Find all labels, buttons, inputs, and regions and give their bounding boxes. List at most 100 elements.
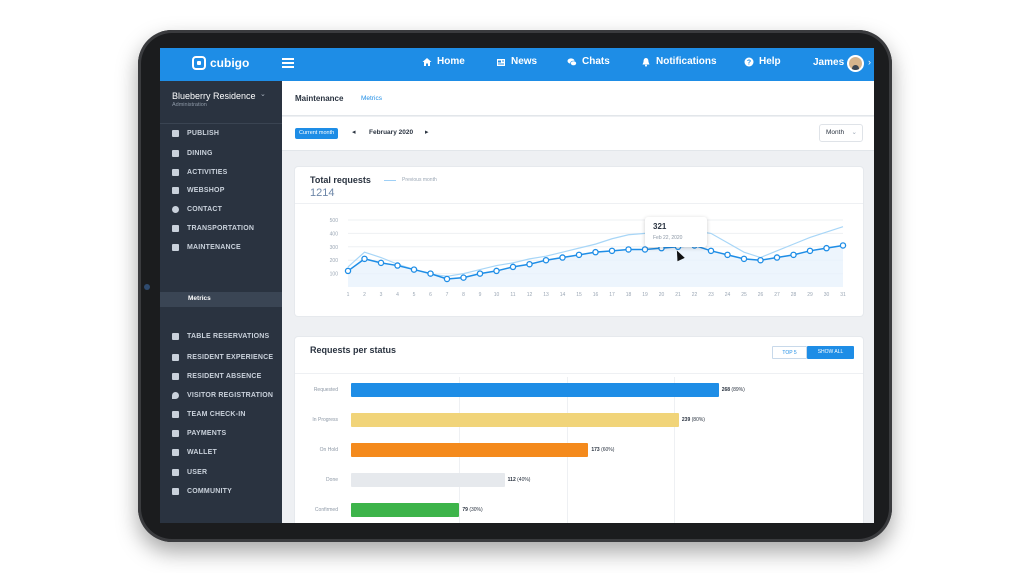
cubigo-logo-icon xyxy=(192,56,206,70)
x-tick-label: 3 xyxy=(380,292,383,298)
sidebar-item-contact[interactable]: CONTACT xyxy=(172,202,222,216)
brand-name: cubigo xyxy=(210,56,250,70)
sidebar-item-webshop[interactable]: WEBSHOP xyxy=(172,183,225,197)
x-tick-label: 29 xyxy=(807,292,813,298)
date-filter-bar: Current month ◂ February 2020 ▸ Month ⌄ xyxy=(282,117,874,151)
sidebar-item-transportation[interactable]: TRANSPORTATION xyxy=(172,221,254,235)
sidebar-item-community[interactable]: COMMUNITY xyxy=(172,484,232,498)
x-tick-label: 1 xyxy=(347,292,350,298)
x-tick-label: 23 xyxy=(708,292,714,298)
total-requests-card: Total requests 1214 Previous month 100 20… xyxy=(295,167,863,316)
sidebar-item-team-check-in[interactable]: TEAM CHECK-IN xyxy=(172,407,246,421)
bar-value-label: 79 (30%) xyxy=(462,507,483,513)
user-name[interactable]: James xyxy=(813,57,845,68)
card-divider xyxy=(295,203,863,204)
sidebar-subitem-metrics[interactable]: Metrics xyxy=(160,292,282,307)
user-icon xyxy=(172,468,179,476)
x-tick-label: 12 xyxy=(527,292,533,298)
sidebar-item-activities[interactable]: ACTIVITIES xyxy=(172,165,228,179)
sidebar-item-resident-experience[interactable]: RESIDENT EXPERIENCE xyxy=(172,350,273,364)
brand-logo[interactable]: cubigo xyxy=(192,56,249,70)
org-name: Blueberry Residence xyxy=(172,91,256,101)
chevron-right-icon[interactable]: ▸ xyxy=(425,129,429,136)
period-select-value: Month xyxy=(826,129,845,136)
page-title[interactable]: Maintenance xyxy=(295,94,344,103)
data-point xyxy=(592,248,599,256)
avatar[interactable] xyxy=(847,55,864,72)
y-tick-label: 200 xyxy=(330,258,339,264)
status-bar[interactable] xyxy=(351,383,719,397)
sidebar-item-payments[interactable]: PAYMENTS xyxy=(172,426,226,440)
bar-value-label: 112 (40%) xyxy=(507,477,531,483)
app-screen: cubigo Home News Chats Notifications ? H… xyxy=(160,48,874,523)
show-all-toggle[interactable]: SHOW ALL xyxy=(807,346,854,359)
car-icon xyxy=(172,224,179,232)
status-bar[interactable] xyxy=(351,473,505,487)
bell-icon xyxy=(642,57,650,67)
top5-toggle[interactable]: TOP 5 xyxy=(772,346,807,359)
sidebar-item-label: PAYMENTS xyxy=(187,429,227,437)
sidebar-item-dining[interactable]: DINING xyxy=(172,146,213,160)
x-tick-label: 21 xyxy=(675,292,681,298)
nav-notifications-label: Notifications xyxy=(656,56,717,67)
nav-news[interactable]: News xyxy=(496,56,537,67)
nav-home[interactable]: Home xyxy=(422,56,465,67)
home-icon xyxy=(422,57,432,66)
sidebar-item-user[interactable]: USER xyxy=(172,465,207,479)
nav-help[interactable]: ? Help xyxy=(744,56,781,67)
tools-icon xyxy=(172,243,179,251)
data-point xyxy=(361,255,368,263)
x-tick-label: 2 xyxy=(363,292,366,298)
team-icon xyxy=(172,410,179,418)
x-tick-label: 28 xyxy=(791,292,797,298)
data-point xyxy=(724,251,731,259)
x-tick-label: 4 xyxy=(396,292,399,298)
thumbs-up-icon xyxy=(172,353,179,361)
activities-icon xyxy=(172,168,179,176)
data-point xyxy=(806,247,814,255)
data-point xyxy=(427,270,434,277)
x-tick-label: 24 xyxy=(725,292,731,298)
sidebar-item-maintenance[interactable]: MAINTENANCE xyxy=(172,240,241,254)
period-select[interactable]: Month ⌄ xyxy=(819,124,863,142)
sidebar-item-label: CONTACT xyxy=(187,205,223,213)
sidebar-item-label: TRANSPORTATION xyxy=(187,224,255,232)
sidebar-item-label: ACTIVITIES xyxy=(187,168,228,176)
nav-notifications[interactable]: Notifications xyxy=(641,56,717,67)
x-tick-label: 30 xyxy=(824,292,830,298)
status-bar[interactable] xyxy=(351,443,589,457)
dining-icon xyxy=(172,149,179,157)
current-month-button[interactable]: Current month xyxy=(295,128,339,139)
nav-chats[interactable]: Chats xyxy=(567,56,610,67)
data-point xyxy=(707,247,715,255)
contact-icon xyxy=(172,205,179,213)
status-bar[interactable] xyxy=(351,503,460,517)
sidebar-item-resident-absence[interactable]: RESIDENT ABSENCE xyxy=(172,369,262,383)
x-tick-label: 5 xyxy=(413,292,416,298)
camera-dot xyxy=(144,284,150,290)
x-tick-label: 18 xyxy=(626,292,632,298)
x-tick-label: 26 xyxy=(758,292,764,298)
help-icon: ? xyxy=(744,57,754,66)
x-tick-label: 10 xyxy=(494,292,500,298)
sidebar-item-publish[interactable]: PUBLISH xyxy=(172,126,219,140)
chevron-down-icon[interactable]: ⌄ xyxy=(260,91,266,98)
sidebar-item-label: MAINTENANCE xyxy=(187,243,241,251)
sidebar-item-wallet[interactable]: WALLET xyxy=(172,445,217,459)
sidebar-item-table-reservations[interactable]: TABLE RESERVATIONS xyxy=(172,329,269,343)
breadcrumb-metrics-link[interactable]: Metrics xyxy=(361,95,382,102)
data-point xyxy=(509,263,517,271)
total-requests-value: 1214 xyxy=(310,187,335,199)
x-tick-label: 15 xyxy=(576,292,582,298)
svg-text:?: ? xyxy=(747,59,751,66)
sidebar-item-visitor-registration[interactable]: VISITOR REGISTRATION xyxy=(172,388,273,402)
sidebar-item-label: DINING xyxy=(187,149,213,157)
bar-category-label: Done xyxy=(326,477,338,483)
x-tick-label: 8 xyxy=(462,292,465,298)
org-switcher[interactable]: Blueberry Residence Administration xyxy=(172,91,272,108)
chevron-left-icon[interactable]: ◂ xyxy=(352,129,356,136)
x-tick-label: 6 xyxy=(429,292,432,298)
hamburger-menu-icon[interactable] xyxy=(282,58,294,68)
status-bar[interactable] xyxy=(351,413,679,427)
